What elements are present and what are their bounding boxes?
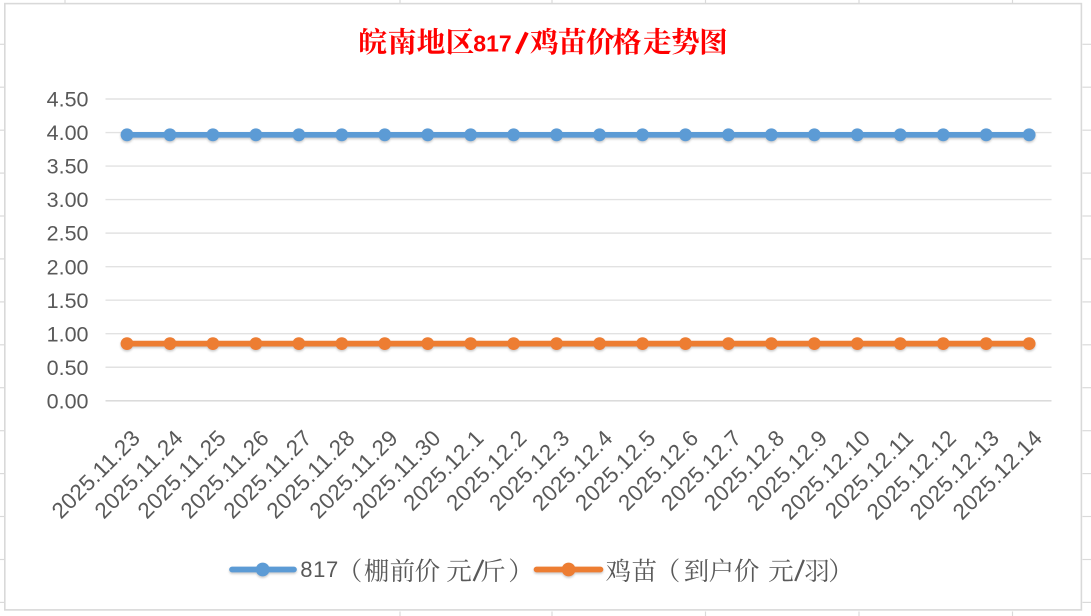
svg-text:4.00: 4.00 [47,121,89,145]
svg-text:3.00: 3.00 [47,188,89,212]
svg-text:4.50: 4.50 [47,88,89,112]
svg-text:0.50: 0.50 [47,356,89,380]
svg-text:3.50: 3.50 [47,155,89,179]
svg-text:2.50: 2.50 [47,222,89,246]
svg-text:2.00: 2.00 [47,255,89,279]
svg-text:0.00: 0.00 [47,389,89,413]
svg-text:1.50: 1.50 [47,289,89,313]
svg-text:817: 817 [473,31,511,57]
svg-text:1.00: 1.00 [47,322,89,346]
svg-text:817: 817 [300,557,339,582]
